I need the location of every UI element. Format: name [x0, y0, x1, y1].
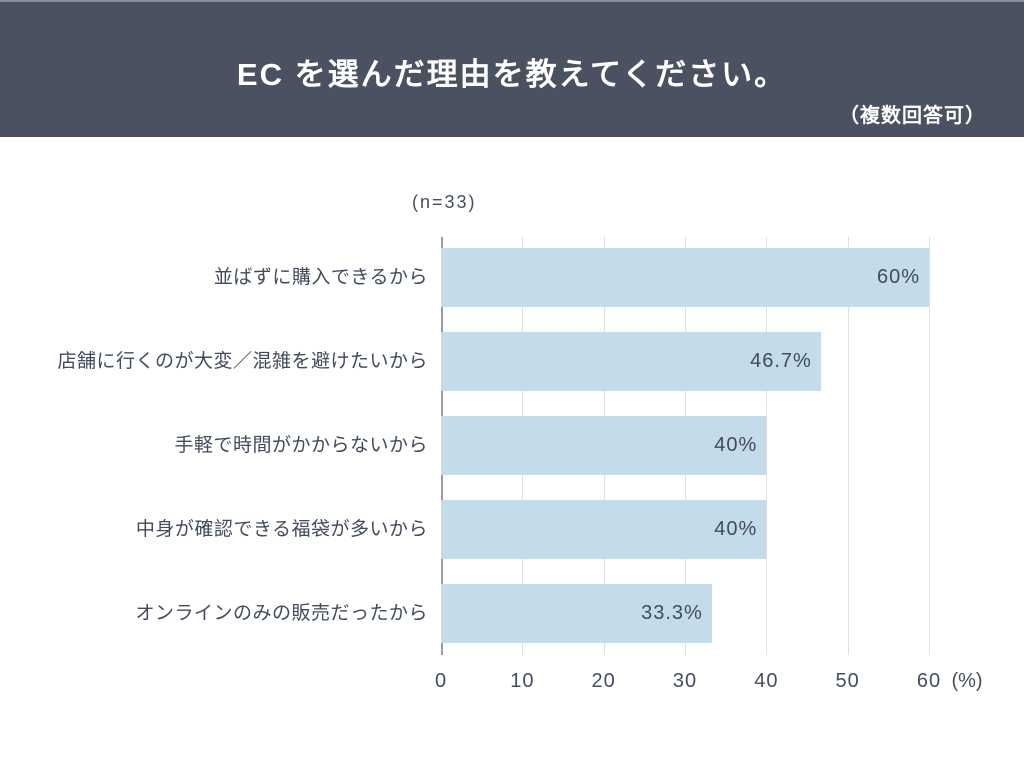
bar-value-label: 46.7% — [750, 350, 812, 372]
sample-size-label: (n=33) — [412, 192, 477, 212]
bar-value-label: 40% — [714, 434, 758, 456]
plot-area: 60% 46.7% 40% 40% 33.3% — [441, 237, 930, 655]
category-label: 並ばずに購入できるから — [213, 267, 428, 288]
category-label: オンラインのみの販売だったから — [135, 603, 428, 624]
x-axis-unit-label: (%) — [951, 670, 983, 692]
chart-header: EC を選んだ理由を教えてください。 （複数回答可） — [0, 0, 1024, 137]
x-tick-label: 20 — [591, 670, 616, 692]
bar-value-label: 40% — [714, 518, 758, 540]
x-tick-label: 30 — [672, 670, 698, 692]
bar-value-label: 60% — [876, 266, 920, 288]
x-axis: (%) 0 10 20 30 40 50 60 — [435, 670, 983, 698]
gridline — [766, 237, 768, 655]
bar: 33.3% — [441, 584, 712, 643]
gridline — [929, 237, 930, 655]
x-tick-label: 10 — [510, 670, 535, 692]
multiple-answers-note: （複数回答可） — [839, 105, 986, 127]
bar: 40% — [441, 416, 767, 475]
chart-title: EC を選んだ理由を教えてください。 — [236, 57, 788, 92]
bar: 46.7% — [441, 332, 821, 391]
x-tick-label: 40 — [754, 670, 779, 692]
category-label: 手軽で時間がかからないから — [174, 435, 428, 456]
bar: 60% — [441, 248, 929, 307]
x-tick-label: 60 — [916, 670, 942, 692]
category-label-column: 並ばずに購入できるから店舗に行くのが大変／混雑を避けたいから手軽で時間がかからな… — [0, 237, 428, 655]
gridline — [847, 237, 849, 655]
category-label: 中身が確認できる福袋が多いから — [135, 519, 428, 540]
x-tick-label: 50 — [835, 670, 860, 692]
bar-value-label: 33.3% — [641, 602, 703, 624]
category-label: 店舗に行くのが大変／混雑を避けたいから — [57, 351, 428, 372]
bar: 40% — [441, 500, 767, 559]
x-tick-label: 0 — [434, 670, 448, 692]
